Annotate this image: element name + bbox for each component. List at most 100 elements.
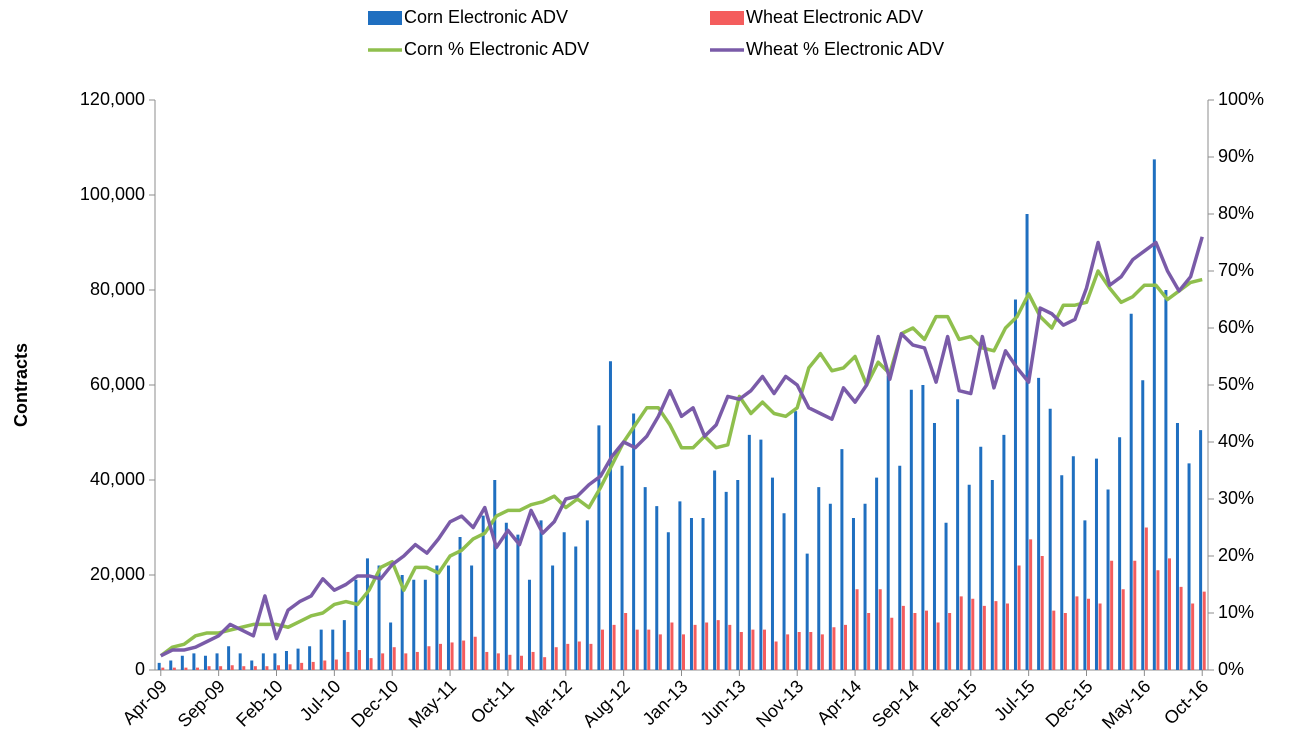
bar xyxy=(794,411,798,670)
bar xyxy=(539,520,543,670)
bar xyxy=(1098,603,1102,670)
bar xyxy=(956,399,960,670)
bar xyxy=(763,629,766,670)
bar xyxy=(169,660,173,670)
y2-tick-label: 40% xyxy=(1218,431,1254,451)
bar xyxy=(227,646,231,670)
x-tick-label: Jul-10 xyxy=(296,676,345,725)
x-tick-label: Aug-12 xyxy=(579,676,634,731)
legend-swatch xyxy=(710,11,744,25)
bar xyxy=(1202,591,1206,670)
bar xyxy=(979,446,983,670)
bar xyxy=(238,653,242,670)
bar xyxy=(724,491,728,670)
bar xyxy=(990,480,994,670)
bar xyxy=(1075,596,1079,670)
bar xyxy=(728,624,732,670)
bar xyxy=(389,622,393,670)
y-tick-label: 80,000 xyxy=(90,279,145,299)
bar xyxy=(1141,380,1145,670)
bar xyxy=(203,655,207,670)
bar xyxy=(574,546,578,670)
bar xyxy=(520,655,523,670)
bar xyxy=(1029,539,1033,670)
bar xyxy=(493,480,497,670)
bar xyxy=(323,660,327,670)
bar xyxy=(1017,565,1021,670)
bar xyxy=(261,653,265,670)
bar xyxy=(172,667,176,670)
bar xyxy=(485,651,489,670)
bar xyxy=(635,629,639,670)
bar xyxy=(450,642,454,670)
bar xyxy=(1179,586,1183,670)
y-tick-label: 0 xyxy=(135,659,145,679)
bar xyxy=(913,613,917,670)
x-tick-label: Jul-15 xyxy=(990,676,1039,725)
bar xyxy=(462,640,466,670)
bar xyxy=(1118,437,1122,670)
bar xyxy=(1199,430,1203,670)
bar xyxy=(288,664,292,670)
y-tick-label: 100,000 xyxy=(80,184,145,204)
legend-label: Wheat Electronic ADV xyxy=(746,7,923,27)
bar xyxy=(415,651,419,670)
bar xyxy=(308,646,312,670)
bar xyxy=(747,434,751,670)
bar xyxy=(230,665,234,670)
bar xyxy=(311,661,315,670)
bar xyxy=(1187,463,1191,670)
bar xyxy=(404,653,408,670)
line xyxy=(160,236,1204,658)
bar xyxy=(705,622,709,670)
bar xyxy=(1040,556,1044,670)
bar xyxy=(925,610,928,670)
bar xyxy=(423,579,427,670)
y2-tick-label: 70% xyxy=(1218,260,1254,280)
bar xyxy=(1144,527,1148,670)
bar xyxy=(967,484,971,670)
legend-label: Corn Electronic ADV xyxy=(404,7,568,27)
bar xyxy=(1002,434,1006,670)
bar xyxy=(716,620,720,670)
bar xyxy=(658,634,662,670)
bar xyxy=(805,553,809,670)
x-tick-label: May-16 xyxy=(1098,676,1155,733)
bar xyxy=(612,624,616,670)
bar xyxy=(1164,290,1168,670)
bar xyxy=(589,643,593,670)
bar xyxy=(253,666,257,670)
bar xyxy=(1037,377,1041,670)
bar xyxy=(458,537,462,670)
bar xyxy=(1071,456,1075,670)
bar xyxy=(161,667,165,670)
bar xyxy=(624,613,628,670)
bar xyxy=(381,653,385,670)
line xyxy=(159,269,1203,658)
bar xyxy=(1013,299,1017,670)
y-tick-label: 20,000 xyxy=(90,564,145,584)
y2-tick-label: 90% xyxy=(1218,146,1254,166)
bar xyxy=(844,624,847,670)
bar xyxy=(693,624,697,670)
bar xyxy=(959,596,963,670)
bar xyxy=(1168,558,1171,670)
bar xyxy=(817,487,821,670)
y2-tick-label: 60% xyxy=(1218,317,1254,337)
legend-label: Corn % Electronic ADV xyxy=(404,39,589,59)
bar xyxy=(369,658,373,670)
y2-tick-label: 100% xyxy=(1218,89,1264,109)
bar xyxy=(786,634,790,670)
bar xyxy=(551,565,555,670)
bar xyxy=(840,449,844,670)
bar xyxy=(878,589,882,670)
y2-tick-label: 30% xyxy=(1218,488,1254,508)
x-tick-label: Mar-12 xyxy=(522,676,576,730)
bar xyxy=(1060,475,1064,670)
bar xyxy=(543,657,547,670)
bar xyxy=(1063,613,1067,670)
bar xyxy=(948,613,952,670)
bar xyxy=(207,666,211,670)
x-tick-label: Sep-09 xyxy=(174,676,229,731)
